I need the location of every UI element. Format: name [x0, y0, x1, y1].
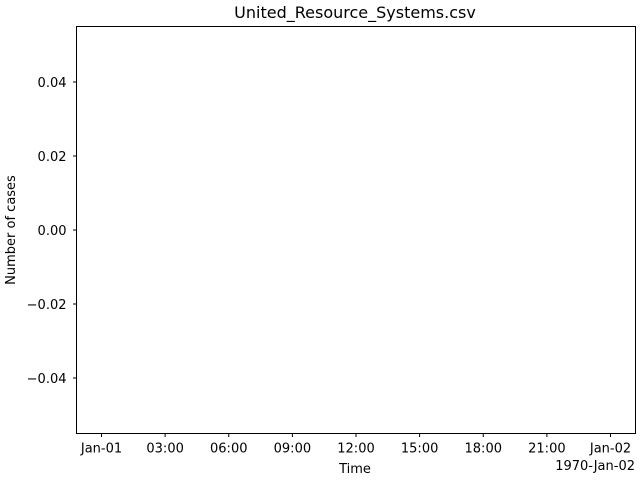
x-tick-label: 03:00 — [146, 442, 183, 457]
y-tick-label: −0.02 — [27, 298, 67, 313]
y-tick-label: 0.04 — [38, 76, 67, 91]
x-tick-label: Jan-02 — [589, 442, 631, 457]
y-tick-label: 0.02 — [38, 150, 67, 165]
y-axis: 0.04 0.02 0.00 −0.02 −0.04 — [27, 76, 77, 387]
y-tick-label: −0.04 — [27, 372, 67, 387]
chart-title: United_Resource_Systems.csv — [234, 3, 476, 23]
x-tick-label: 06:00 — [210, 442, 247, 457]
x-axis-offset-label: 1970-Jan-02 — [555, 459, 635, 474]
x-tick-label: 12:00 — [337, 442, 374, 457]
y-axis-label: Number of cases — [4, 175, 19, 285]
x-tick-label: 18:00 — [465, 442, 502, 457]
x-tick-label: 09:00 — [274, 442, 311, 457]
y-tick-label: 0.00 — [38, 224, 67, 239]
x-axis: Jan-01 03:00 06:00 09:00 12:00 15:00 18:00 21:0… — [80, 433, 631, 457]
x-tick-label: 15:00 — [401, 442, 438, 457]
x-tick-label: Jan-01 — [80, 442, 122, 457]
plot-area — [76, 26, 636, 434]
x-tick-label: 21:00 — [528, 442, 565, 457]
x-axis-label: Time — [338, 462, 371, 477]
